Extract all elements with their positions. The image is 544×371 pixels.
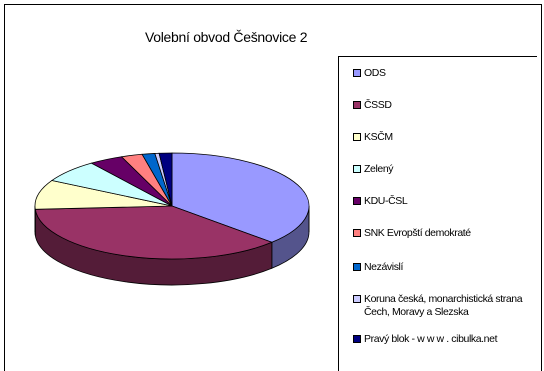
legend-item-6: SNK Evropští demokraté bbox=[353, 227, 544, 240]
legend-swatch-9 bbox=[353, 335, 361, 343]
legend-swatch-7 bbox=[353, 263, 361, 271]
legend-label-9: Pravý blok - w w w . cibulka.net bbox=[353, 333, 544, 346]
legend-label-1: ODS bbox=[353, 67, 544, 80]
legend-label-3: KSČM bbox=[353, 131, 544, 144]
legend-label-8: Koruna česká, monarchistická strana Čech… bbox=[353, 293, 544, 319]
legend-item-5: KDU-ČSL bbox=[353, 195, 544, 208]
legend-item-4: Zelený bbox=[353, 163, 544, 176]
legend-swatch-4 bbox=[353, 165, 361, 173]
legend-swatch-3 bbox=[353, 133, 361, 141]
legend-label-6: SNK Evropští demokraté bbox=[353, 227, 544, 240]
legend-item-8: Koruna česká, monarchistická strana Čech… bbox=[353, 293, 544, 319]
legend-item-9: Pravý blok - w w w . cibulka.net bbox=[353, 333, 544, 346]
legend-label-5: KDU-ČSL bbox=[353, 195, 544, 208]
legend-label-2: ČSSD bbox=[353, 99, 544, 112]
legend-item-2: ČSSD bbox=[353, 99, 544, 112]
legend-swatch-1 bbox=[353, 69, 361, 77]
legend-label-7: Nezávislí bbox=[353, 261, 544, 274]
legend-item-3: KSČM bbox=[353, 131, 544, 144]
legend-item-1: ODS bbox=[353, 67, 544, 80]
legend-label-4: Zelený bbox=[353, 163, 544, 176]
legend-swatch-2 bbox=[353, 101, 361, 109]
legend-item-7: Nezávislí bbox=[353, 261, 544, 274]
legend-swatch-6 bbox=[353, 229, 361, 237]
legend-swatch-8 bbox=[353, 295, 361, 303]
legend-swatch-5 bbox=[353, 197, 361, 205]
